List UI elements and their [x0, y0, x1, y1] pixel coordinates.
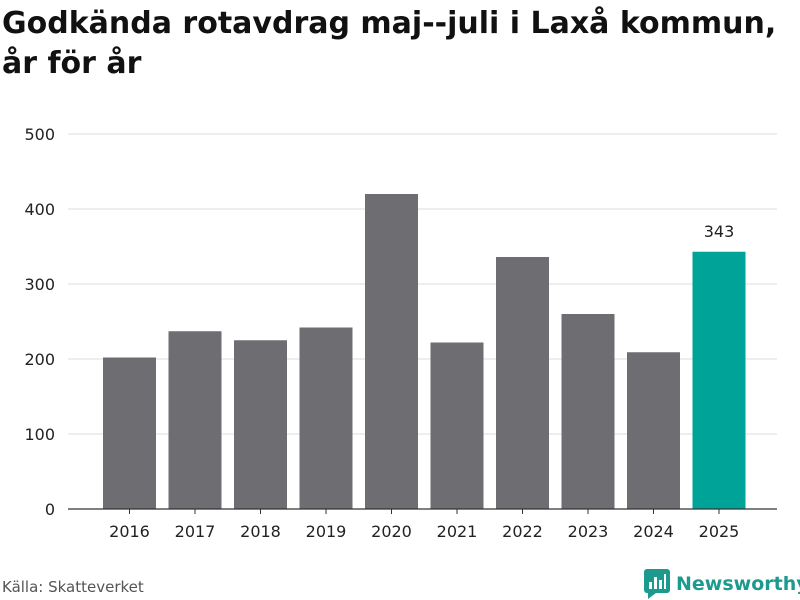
bar-2024	[627, 352, 680, 509]
x-tick-label: 2018	[240, 522, 281, 541]
bar-2017	[168, 331, 222, 509]
source-note: Källa: Skatteverket	[2, 578, 144, 596]
y-tick-label: 200	[24, 350, 55, 369]
bars	[103, 194, 746, 509]
brand-name: Newsworthy	[676, 573, 800, 595]
x-tick-label: 2023	[568, 522, 609, 541]
data-labels: 343	[704, 222, 735, 241]
newsworthy-logo-icon	[644, 569, 670, 599]
bar-2019	[299, 327, 353, 509]
bar-2020	[365, 194, 418, 509]
x-axis-ticks: 2016 2017 2018 2019 2020 2021 2022 2023 2024 2025	[109, 509, 739, 541]
y-tick-label: 0	[45, 500, 55, 519]
data-label: 343	[704, 222, 735, 241]
bar-2021	[430, 342, 484, 509]
y-tick-label: 100	[24, 425, 55, 444]
bar-2018	[234, 340, 287, 509]
x-tick-label: 2021	[437, 522, 478, 541]
chart-title: Godkända rotavdrag maj--juli i Laxå komm…	[2, 6, 777, 81]
brand-logo: Newsworthy	[644, 568, 800, 600]
bar-2022	[496, 257, 549, 509]
x-tick-label: 2022	[502, 522, 543, 541]
y-tick-label: 400	[24, 200, 55, 219]
y-tick-label: 300	[24, 275, 55, 294]
bar-2025	[692, 251, 746, 509]
y-axis-ticks: 0 100 200 300 400 500	[24, 125, 55, 519]
y-tick-label: 500	[24, 125, 55, 144]
x-tick-label: 2020	[371, 522, 412, 541]
x-tick-label: 2024	[633, 522, 674, 541]
x-tick-label: 2017	[175, 522, 216, 541]
x-tick-label: 2019	[306, 522, 347, 541]
bar-2023	[561, 314, 615, 509]
x-tick-label: 2025	[699, 522, 740, 541]
bar-2016	[103, 357, 156, 509]
x-tick-label: 2016	[109, 522, 150, 541]
